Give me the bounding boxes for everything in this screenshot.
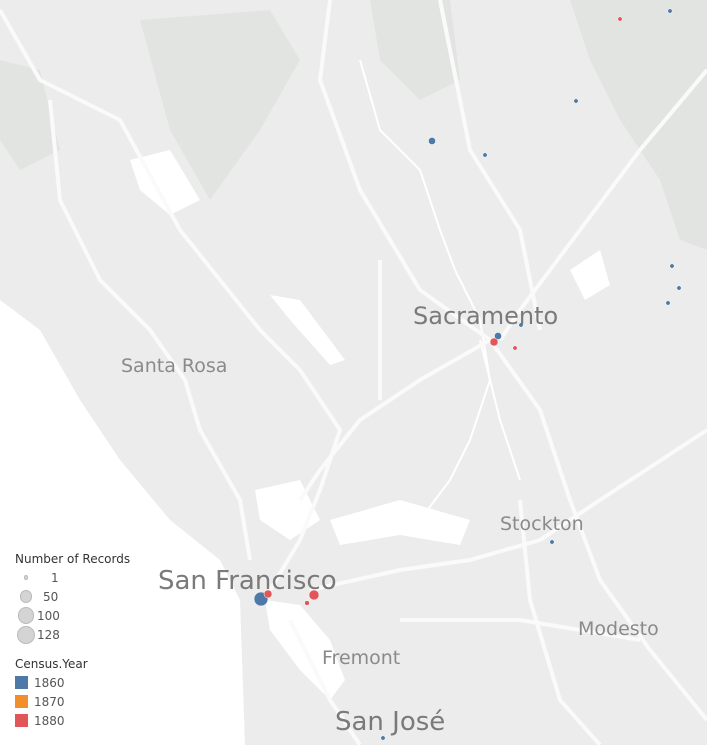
city-label-santa-rosa: Santa Rosa xyxy=(121,355,228,377)
map-marker-1880[interactable] xyxy=(617,16,623,22)
size-legend-item[interactable]: 1 xyxy=(15,568,130,587)
size-legend-item[interactable]: 100 xyxy=(15,606,130,625)
map-marker-1880[interactable] xyxy=(512,345,518,351)
size-circle-icon xyxy=(17,607,35,624)
color-swatch-icon xyxy=(15,695,28,708)
size-circle-icon xyxy=(23,575,29,580)
map-marker-1860[interactable] xyxy=(665,300,671,306)
size-legend-item[interactable]: 50 xyxy=(15,587,130,606)
city-label-modesto: Modesto xyxy=(578,618,659,640)
size-legend: Number of Records 1 50 100 128 xyxy=(15,552,130,644)
color-legend-item[interactable]: 1880 xyxy=(15,711,88,730)
map-marker-1860[interactable] xyxy=(494,332,502,340)
size-circle-icon xyxy=(19,590,33,603)
color-swatch-icon xyxy=(15,676,28,689)
map-marker-1860[interactable] xyxy=(549,539,555,545)
rivers xyxy=(359,59,521,521)
map-marker-1880[interactable] xyxy=(263,589,273,599)
marker-layer xyxy=(253,8,682,741)
water-bodies xyxy=(0,150,610,745)
city-label-fremont: Fremont xyxy=(322,647,401,669)
size-circle-icon xyxy=(17,625,35,644)
map-marker-1860[interactable] xyxy=(428,137,436,145)
map-marker-1860[interactable] xyxy=(380,735,386,741)
map-marker-1880[interactable] xyxy=(308,589,320,601)
color-legend-title: Census.Year xyxy=(15,657,88,671)
color-legend: Census.Year 1860 1870 1880 xyxy=(15,657,88,730)
city-label-stockton: Stockton xyxy=(500,513,584,535)
map-marker-1860[interactable] xyxy=(518,322,524,328)
color-legend-item[interactable]: 1860 xyxy=(15,673,88,692)
map-marker-1860[interactable] xyxy=(667,8,673,14)
city-label-sacramento: Sacramento xyxy=(413,302,559,330)
map-marker-1860[interactable] xyxy=(482,152,488,158)
map-marker-1880[interactable] xyxy=(489,337,499,347)
map-marker-1860[interactable] xyxy=(676,285,682,291)
size-legend-item[interactable]: 128 xyxy=(15,625,130,644)
color-swatch-icon xyxy=(15,714,28,727)
map-marker-1860[interactable] xyxy=(573,98,579,104)
size-legend-title: Number of Records xyxy=(15,552,131,566)
land-shading xyxy=(0,0,707,250)
map-marker-1860[interactable] xyxy=(669,263,675,269)
city-label-san-francisco: San Francisco xyxy=(158,566,337,596)
map-marker-1880[interactable] xyxy=(304,600,310,606)
city-label-san-jose: San José xyxy=(335,707,446,737)
color-legend-item[interactable]: 1870 xyxy=(15,692,88,711)
